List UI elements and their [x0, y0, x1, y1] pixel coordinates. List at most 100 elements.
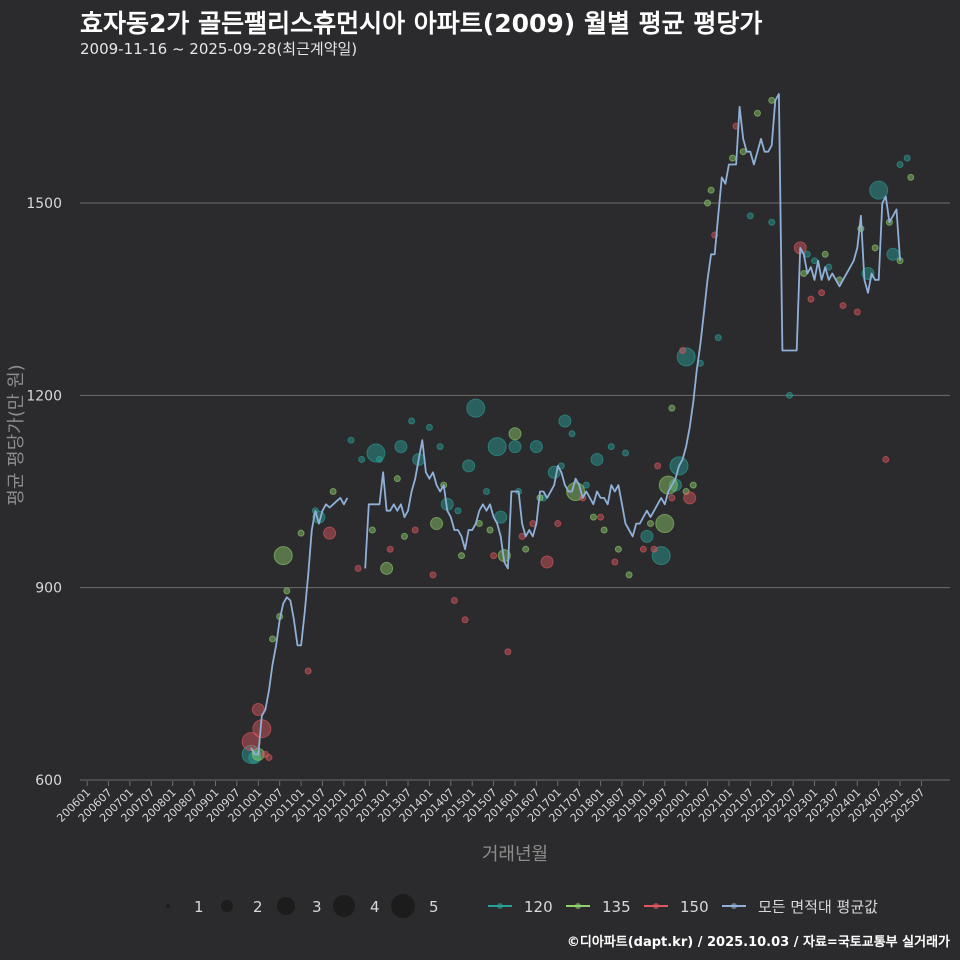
legend-size-dot-2 — [221, 900, 233, 912]
point-120-22 — [529, 440, 543, 454]
data-points — [241, 96, 915, 765]
point-150-7 — [354, 564, 362, 572]
point-120-12 — [436, 443, 444, 451]
point-135-26 — [655, 514, 675, 534]
point-120-30 — [607, 443, 615, 451]
point-120-4 — [347, 436, 355, 444]
point-150-13 — [490, 552, 498, 560]
point-150-23 — [650, 545, 658, 553]
legend-size-dot-3 — [277, 897, 295, 915]
point-150-22 — [639, 545, 647, 553]
legend-size-dot-5 — [391, 894, 415, 918]
point-135-8 — [380, 561, 394, 575]
point-150-9 — [411, 526, 419, 534]
point-150-12 — [461, 616, 469, 624]
point-150-26 — [679, 346, 687, 354]
point-120-41 — [786, 391, 794, 399]
point-135-21 — [589, 513, 597, 521]
point-120-26 — [558, 414, 572, 428]
point-120-18 — [487, 437, 507, 457]
point-150-24 — [654, 462, 662, 470]
point-120-19 — [494, 510, 508, 524]
point-150-1 — [251, 702, 265, 716]
point-120-28 — [582, 481, 590, 489]
point-150-11 — [450, 596, 458, 604]
grid-lines — [80, 202, 950, 781]
legend-size-label-1: 1 — [194, 898, 204, 916]
point-150-25 — [668, 494, 676, 502]
point-120-20 — [508, 440, 522, 454]
legend-series-label-2: 150 — [680, 898, 709, 916]
point-120-38 — [714, 334, 722, 342]
legend: 1 2 3 4 5 120 135 150 모든 면적대 평균값 — [166, 894, 878, 918]
point-135-37 — [800, 270, 808, 278]
legend-size-label-4: 4 — [370, 898, 380, 916]
point-120-16 — [466, 398, 486, 418]
point-135-31 — [704, 199, 712, 207]
point-135-28 — [668, 404, 676, 412]
point-120-39 — [746, 212, 754, 220]
point-120-6 — [366, 443, 386, 463]
point-135-17 — [508, 427, 522, 441]
point-150-5 — [304, 667, 312, 675]
point-120-36 — [676, 347, 696, 367]
point-135-13 — [458, 552, 466, 560]
point-150-21 — [611, 558, 619, 566]
point-150-17 — [540, 555, 554, 569]
point-150-6 — [323, 526, 337, 540]
point-120-17 — [482, 488, 490, 495]
point-135-35 — [753, 109, 761, 117]
point-135-9 — [393, 475, 401, 483]
point-150-20 — [597, 513, 605, 521]
y-tick-label-600: 600 — [35, 773, 62, 789]
point-150-14 — [504, 648, 512, 656]
point-120-31 — [622, 449, 630, 457]
point-135-15 — [486, 526, 494, 534]
point-135-1 — [269, 635, 277, 643]
point-135-7 — [368, 526, 376, 534]
point-120-8 — [394, 440, 408, 454]
point-120-48 — [896, 161, 904, 169]
point-135-44 — [907, 173, 915, 181]
point-135-5 — [297, 529, 305, 537]
point-135-3 — [273, 546, 293, 566]
legend-series-dot-0 — [497, 903, 503, 909]
avg-line-segment-0 — [250, 497, 349, 756]
point-135-4 — [283, 587, 291, 595]
y-tick-labels: 600 900 1200 1500 — [26, 196, 62, 789]
point-150-33 — [839, 302, 847, 310]
page-subtitle: 2009-11-16 ~ 2025-09-28(최근계약일) — [80, 40, 358, 58]
point-120-29 — [590, 452, 604, 466]
point-120-9 — [408, 417, 416, 425]
point-135-24 — [625, 571, 633, 579]
point-150-34 — [853, 308, 861, 316]
x-tick-labels: 2006012006072007012007072008012008072009… — [54, 781, 928, 825]
legend-size-dot-1 — [166, 904, 170, 908]
y-tick-label-1200: 1200 — [26, 388, 62, 404]
point-120-49 — [903, 154, 911, 162]
point-135-25 — [646, 520, 654, 528]
point-135-33 — [729, 154, 736, 162]
point-135-11 — [430, 517, 444, 531]
average-line — [250, 93, 901, 756]
avg-line-segment-1 — [364, 93, 901, 570]
legend-size-label-5: 5 — [429, 898, 439, 916]
point-135-38 — [821, 250, 829, 258]
point-135-36 — [768, 96, 776, 104]
point-120-40 — [768, 218, 776, 226]
point-120-7 — [376, 455, 384, 463]
legend-series-label-3: 모든 면적대 평균값 — [758, 898, 878, 916]
point-120-14 — [454, 507, 462, 515]
legend-size-label-2: 2 — [253, 898, 263, 916]
source-caption: ©디아파트(dapt.kr) / 2025.10.03 / 자료=국토교통부 실… — [566, 935, 950, 950]
point-120-42 — [803, 250, 811, 258]
point-150-8 — [386, 545, 394, 553]
legend-series-dot-1 — [575, 903, 581, 909]
point-135-6 — [329, 488, 337, 495]
point-120-46 — [869, 180, 889, 200]
x-axis-label: 거래년월 — [482, 844, 548, 865]
point-120-11 — [425, 423, 433, 431]
point-135-41 — [871, 244, 879, 252]
